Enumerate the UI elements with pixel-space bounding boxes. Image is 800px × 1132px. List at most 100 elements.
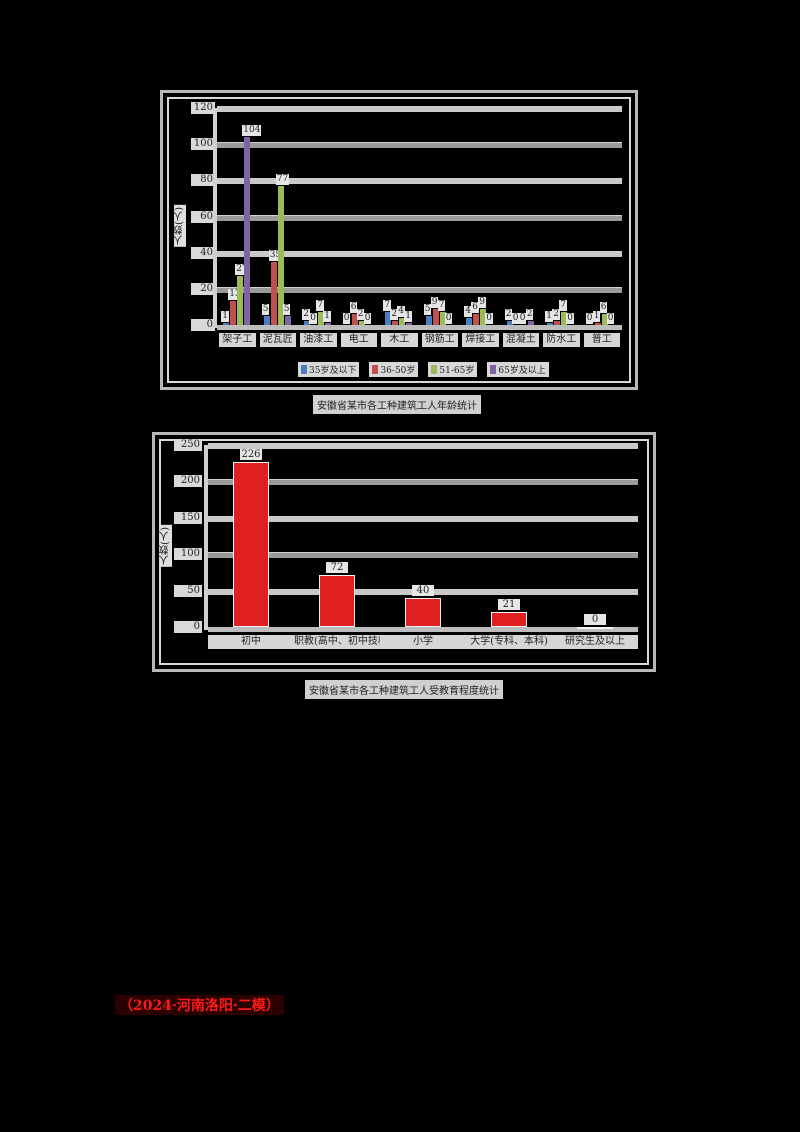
gridline: [208, 443, 638, 449]
bar-value-label: 0: [485, 313, 493, 324]
bar-8-1: [554, 321, 561, 325]
bar-0-0: [223, 323, 230, 325]
bar-value-label: 1: [323, 311, 331, 323]
x-category-label: 职教(高中、初中技校): [294, 635, 392, 649]
bar-1-2: [277, 185, 284, 325]
bar-value-label: 1: [404, 311, 412, 323]
y-axis: [213, 108, 217, 328]
bar-value-label: 0: [518, 313, 527, 324]
gridline: [217, 250, 622, 257]
legend-item: 36-50岁: [369, 362, 419, 377]
bar-2-0: [304, 321, 311, 325]
y-tick-label: 150: [174, 511, 202, 524]
bar-value-label: 13: [228, 289, 242, 301]
bar-1-1: [270, 261, 277, 325]
legend-item: 35岁及以下: [298, 362, 360, 377]
legend-swatch: [372, 365, 379, 374]
bar-0-2: [237, 276, 244, 325]
bar-value-label: 7: [316, 300, 324, 312]
legend-swatch: [490, 365, 497, 374]
bar-4-1: [392, 321, 399, 325]
bar-8-2: [561, 312, 568, 325]
bar-6-0: [466, 317, 473, 325]
gridline: [217, 214, 622, 221]
education-bar: [405, 597, 441, 627]
x-category-label: 木工: [381, 333, 418, 347]
x-category-label: 电工: [340, 333, 377, 347]
y-tick-label: 200: [174, 475, 202, 488]
bar-value-label: 35: [268, 249, 283, 261]
x-axis: [208, 627, 638, 632]
y-tick-label: 100: [174, 548, 202, 561]
y-tick-label: 100: [191, 138, 215, 151]
bar-5-0: [425, 315, 432, 325]
source-note: （2024·河南洛阳·二模）: [115, 995, 284, 1015]
legend-label: 65岁及以上: [498, 366, 546, 376]
bar-value-label: 2: [302, 309, 310, 321]
legend-swatch: [301, 365, 307, 374]
bar-4-2: [399, 317, 406, 325]
bar-4-0: [385, 312, 392, 325]
legend: 35岁及以下 36-50岁 51-65岁 65岁及以上: [298, 362, 549, 377]
education-chart-caption: 安徽省某市各工种建筑工人受教育程度统计: [305, 680, 503, 699]
gridline: [217, 142, 622, 149]
bar-value-label: 5: [282, 303, 291, 315]
y-tick-label: 60: [191, 210, 215, 223]
bar-value-label: 104: [242, 124, 262, 136]
bar-value-label: 77: [275, 173, 290, 185]
bar-5-2: [439, 312, 446, 325]
x-category-label: 钢筋工: [421, 333, 458, 347]
bar-value-label: 1: [545, 311, 553, 323]
x-category-label: 焊接工: [462, 333, 499, 347]
bar-3-1: [351, 314, 358, 325]
legend-item: 65岁及以上: [487, 362, 549, 377]
bar-value-label: 0: [444, 313, 453, 324]
y-tick-label: 20: [191, 282, 215, 295]
bar-6-2: [480, 308, 487, 325]
y-tick-label: 120: [191, 102, 215, 114]
bar-value-label: 6: [471, 302, 479, 314]
bar-6-1: [473, 314, 480, 325]
education-bar: [233, 462, 269, 627]
legend-label: 35岁及以下: [309, 366, 357, 376]
bar-value-label: 4: [397, 305, 405, 317]
bar-value-label: 7: [559, 300, 567, 312]
x-category-label: 架子工: [219, 333, 256, 347]
bar-2-2: [318, 312, 325, 325]
bar-value-label: 0: [566, 313, 574, 324]
bar-value-label: 9: [430, 296, 439, 308]
x-category-label: 油漆工: [300, 333, 337, 347]
bar-value-label: 0: [511, 313, 520, 324]
bar-value-label: 7: [383, 300, 391, 312]
gridline: [217, 178, 622, 185]
bar-value-label: 6: [349, 302, 358, 314]
legend-label: 51-65岁: [439, 366, 475, 376]
y-tick-label: 0: [191, 319, 215, 331]
legend-label: 36-50岁: [380, 366, 416, 376]
bar-value-label: 0: [342, 313, 351, 324]
bar-value-label: 0: [363, 313, 372, 324]
bar-value-label: 0: [584, 614, 606, 625]
y-tick-label: 50: [174, 584, 202, 597]
bar-7-0: [506, 321, 513, 325]
bar-value-label: 72: [326, 561, 348, 573]
y-tick-label: 0: [174, 621, 202, 633]
bar-value-label: 21: [498, 598, 520, 610]
legend-swatch: [431, 365, 438, 374]
bar-value-label: 0: [585, 313, 594, 324]
bar-value-label: 2: [504, 309, 513, 321]
bar-4-3: [406, 323, 413, 325]
bar-value-label: 2: [390, 309, 398, 321]
education-bar: [319, 574, 355, 627]
y-axis: [204, 445, 208, 630]
bar-8-0: [547, 323, 554, 325]
bar-value-label: 27: [235, 264, 249, 276]
x-category-label: 混凝土: [502, 333, 539, 347]
bar-value-label: 2: [552, 309, 560, 321]
bar-9-1: [594, 323, 601, 325]
education-bar: [491, 611, 527, 627]
education-bar: [577, 627, 613, 629]
bar-value-label: 0: [606, 313, 615, 324]
x-category-label: 小学: [380, 635, 466, 649]
gridline: [208, 515, 638, 522]
